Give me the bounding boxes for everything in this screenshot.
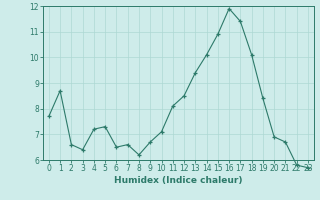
X-axis label: Humidex (Indice chaleur): Humidex (Indice chaleur) xyxy=(114,176,243,185)
